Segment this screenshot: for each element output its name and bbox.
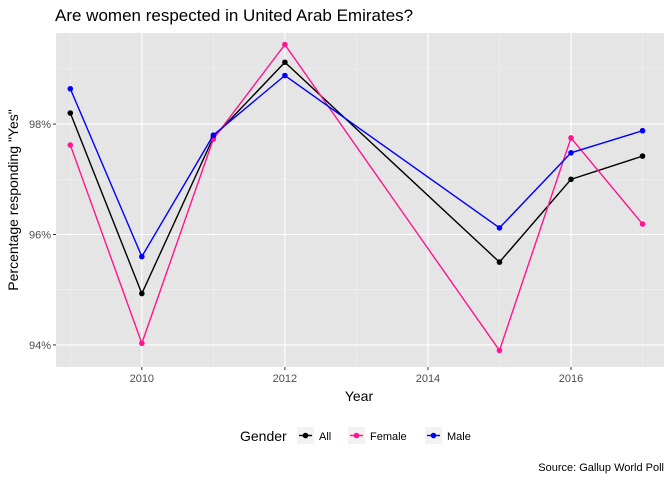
legend-label-female: Female <box>370 431 407 443</box>
y-axis-title: Percentage responding "Yes" <box>5 109 21 290</box>
data-point-all <box>639 153 646 159</box>
data-point-male <box>67 85 74 92</box>
data-point-female <box>496 347 503 354</box>
legend-label-male: Male <box>447 431 471 443</box>
plot-panel <box>56 33 664 367</box>
data-point-all <box>282 59 288 66</box>
data-point-female <box>139 340 145 347</box>
y-tick-label: 96% <box>29 230 51 242</box>
panel-background <box>56 33 664 367</box>
data-point-male <box>282 72 288 79</box>
legend-label-all: All <box>319 431 331 443</box>
data-point-female <box>568 135 574 141</box>
y-tick-label: 98% <box>29 119 51 131</box>
data-point-male <box>496 225 503 231</box>
data-point-female <box>67 142 74 148</box>
y-tick-label: 94% <box>29 340 51 352</box>
data-point-all <box>67 110 74 116</box>
legend-item-all: All <box>297 427 331 444</box>
legend-item-male: Male <box>425 427 471 444</box>
legend-key-point <box>302 432 309 439</box>
data-point-all <box>496 259 503 265</box>
x-tick-label: 2014 <box>416 373 440 385</box>
y-axis: 94% 96% 98% <box>29 119 56 352</box>
legend-title: Gender <box>240 428 287 444</box>
legend-item-female: Female <box>348 427 407 444</box>
x-axis-title: Year <box>345 388 374 404</box>
chart-title: Are women respected in United Arab Emira… <box>55 6 413 25</box>
data-point-male <box>210 132 217 138</box>
data-point-male <box>139 253 145 260</box>
series-male <box>67 72 646 260</box>
legend-key-point <box>353 432 360 439</box>
series-layer <box>67 41 646 354</box>
x-tick-label: 2010 <box>130 373 154 385</box>
legend: Gender All Female Male <box>240 427 471 444</box>
data-point-female <box>639 221 646 227</box>
data-point-male <box>639 127 646 134</box>
x-tick-label: 2016 <box>559 373 583 385</box>
data-point-female <box>282 41 288 48</box>
data-point-all <box>139 290 145 297</box>
series-all <box>67 59 646 297</box>
series-female <box>67 41 646 354</box>
caption: Source: Gallup World Poll <box>538 462 664 474</box>
data-point-male <box>568 149 574 156</box>
x-tick-label: 2012 <box>273 373 297 385</box>
x-axis: 2010 2012 2014 2016 <box>130 367 583 385</box>
legend-key-point <box>430 432 437 439</box>
data-point-all <box>568 176 574 183</box>
